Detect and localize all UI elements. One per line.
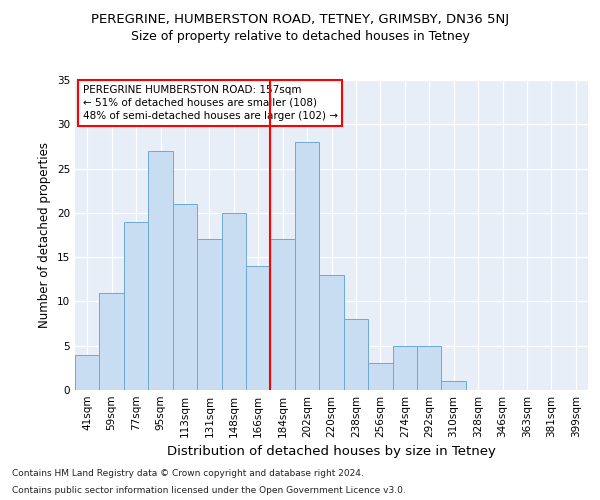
Bar	[271, 240, 295, 390]
Bar	[442, 381, 466, 390]
Bar	[319, 275, 344, 390]
Text: PEREGRINE HUMBERSTON ROAD: 157sqm
← 51% of detached houses are smaller (108)
48%: PEREGRINE HUMBERSTON ROAD: 157sqm ← 51% …	[83, 84, 338, 121]
Bar	[124, 222, 148, 390]
Y-axis label: Number of detached properties: Number of detached properties	[38, 142, 52, 328]
Bar	[100, 292, 124, 390]
Text: Contains HM Land Registry data © Crown copyright and database right 2024.: Contains HM Land Registry data © Crown c…	[12, 468, 364, 477]
Bar	[368, 364, 392, 390]
Bar	[221, 213, 246, 390]
Bar	[344, 319, 368, 390]
Text: Contains public sector information licensed under the Open Government Licence v3: Contains public sector information licen…	[12, 486, 406, 495]
Bar	[417, 346, 442, 390]
Bar	[392, 346, 417, 390]
Bar	[197, 240, 221, 390]
Bar	[75, 354, 100, 390]
Text: PEREGRINE, HUMBERSTON ROAD, TETNEY, GRIMSBY, DN36 5NJ: PEREGRINE, HUMBERSTON ROAD, TETNEY, GRIM…	[91, 12, 509, 26]
Text: Size of property relative to detached houses in Tetney: Size of property relative to detached ho…	[131, 30, 469, 43]
Bar	[148, 151, 173, 390]
X-axis label: Distribution of detached houses by size in Tetney: Distribution of detached houses by size …	[167, 446, 496, 458]
Bar	[295, 142, 319, 390]
Bar	[246, 266, 271, 390]
Bar	[173, 204, 197, 390]
